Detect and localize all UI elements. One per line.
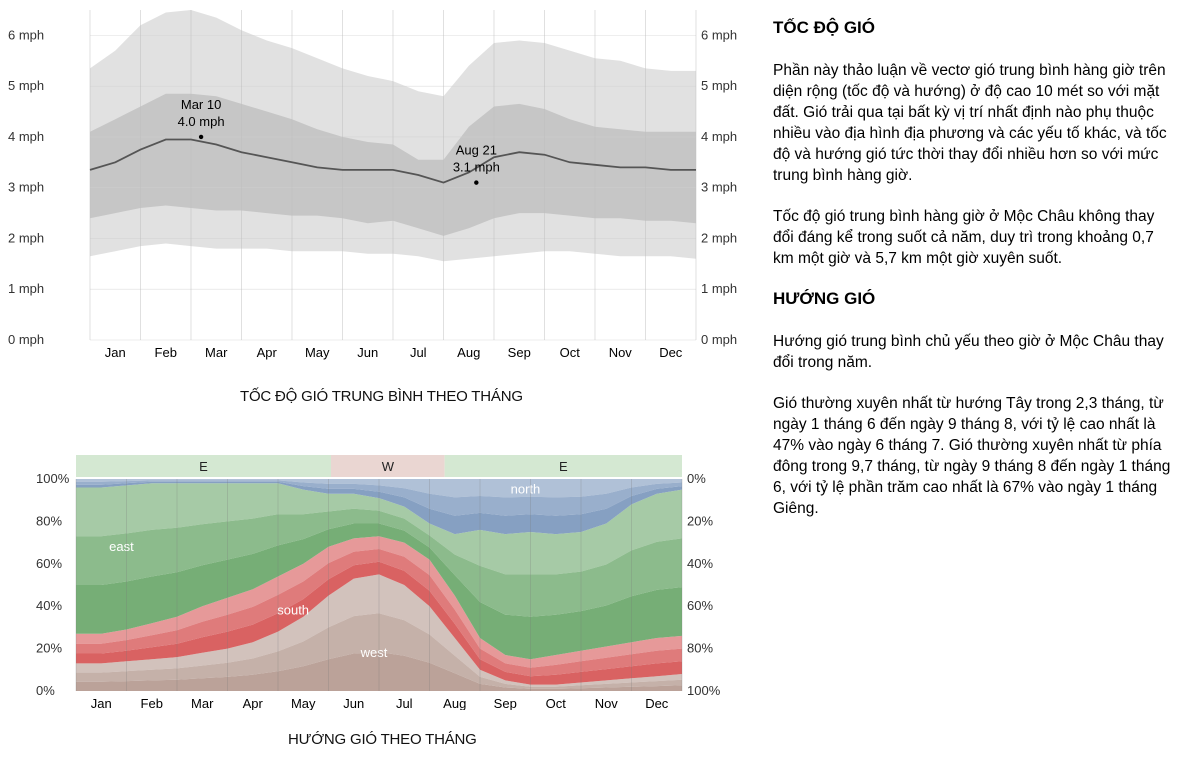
wind-direction-chart: west south east north 0% 100% 20% 80% 40% 60% 60% 4… — [0, 440, 760, 711]
wind-direction-chart-svg: west south east north 0% 100% 20% 80% 40% 60% 60% 4… — [36, 455, 721, 711]
y-tick-label-left: 0% — [36, 683, 55, 698]
x-tick-label: May — [291, 696, 316, 710]
wind-speed-chart-svg: 0 mph 0 mph 1 mph 1 mph 2 mph 2 mph 3 mph 3 mph… — [8, 10, 737, 360]
y-tick-label-right: 0 mph — [701, 332, 737, 347]
wind-direction-chart-title: HƯỚNG GIÓ THEO THÁNG — [288, 731, 477, 748]
y-tick-label-left: 80% — [36, 513, 62, 528]
y-tick-label-right: 1 mph — [701, 281, 737, 296]
wind-speed-paragraph-2: Tốc độ gió trung bình hàng giờ ở Mộc Châ… — [773, 208, 1155, 267]
y-tick-label-left: 4 mph — [8, 129, 44, 144]
x-tick-label: Jun — [343, 696, 364, 710]
x-tick-label: Apr — [257, 345, 278, 360]
x-tick-label: Sep — [508, 345, 531, 360]
x-tick-label: Oct — [560, 345, 581, 360]
y-tick-label-right: 20% — [687, 513, 713, 528]
y-tick-label-right: 3 mph — [701, 180, 737, 195]
annotation-point — [198, 134, 204, 140]
y-tick-label-left: 6 mph — [8, 27, 44, 42]
dominant-direction-label: E — [559, 459, 568, 474]
south-label: south — [277, 602, 309, 617]
mean-speed-line — [89, 138, 696, 184]
x-tick-label: Sep — [494, 696, 517, 710]
y-tick-label-left: 40% — [36, 598, 62, 613]
wind-direction-heading: HƯỚNG GIÓ — [773, 289, 876, 308]
dominant-direction-segment — [331, 455, 445, 477]
x-tick-label: Jan — [91, 696, 112, 710]
x-tick-label: Feb — [155, 345, 177, 360]
x-tick-label: Dec — [659, 345, 683, 360]
annotation-value: 4.0 mph — [178, 114, 225, 129]
y-tick-label-right: 80% — [687, 641, 713, 656]
x-tick-label: May — [305, 345, 330, 360]
south-area — [76, 549, 682, 677]
y-tick-label-left: 100% — [36, 471, 70, 486]
x-tick-label: Jan — [105, 345, 126, 360]
x-tick-label: Aug — [457, 345, 480, 360]
y-tick-label-right: 4 mph — [701, 129, 737, 144]
south-area — [76, 561, 682, 685]
wind-direction-paragraph-2: Gió thường xuyên nhất từ hướng Tây trong… — [773, 395, 1171, 517]
wind-speed-chart: 0 mph 0 mph 1 mph 1 mph 2 mph 2 mph 3 mph 3 mph… — [0, 0, 760, 360]
x-tick-label: Mar — [191, 696, 214, 710]
y-tick-label-left: 20% — [36, 641, 62, 656]
y-tick-label-right: 5 mph — [701, 78, 737, 93]
wind-speed-chart-title: TỐC ĐỘ GIÓ TRUNG BÌNH THEO THÁNG — [240, 388, 523, 405]
dominant-direction-label: E — [199, 459, 208, 474]
y-tick-label-right: 0% — [687, 471, 706, 486]
west-label: west — [360, 645, 388, 660]
x-tick-label: Feb — [141, 696, 163, 710]
y-tick-label-right: 2 mph — [701, 230, 737, 245]
annotation-date: Aug 21 — [456, 143, 497, 158]
y-tick-label-left: 3 mph — [8, 180, 44, 195]
east-label: east — [109, 539, 134, 554]
annotation-date: Mar 10 — [181, 97, 221, 112]
north-label: north — [511, 482, 541, 497]
y-tick-label-right: 60% — [687, 598, 713, 613]
wind-speed-paragraph-1: Phần này thảo luận về vectơ gió trung bì… — [773, 62, 1167, 184]
dominant-direction-label: W — [382, 459, 395, 474]
x-tick-label: Aug — [443, 696, 466, 710]
x-tick-label: Oct — [546, 696, 567, 710]
annotation-value: 3.1 mph — [453, 160, 500, 175]
article-text: TỐC ĐỘ GIÓ Phần này thảo luận về vectơ g… — [773, 18, 1173, 539]
x-tick-label: Dec — [645, 696, 669, 710]
wind-direction-paragraph-1: Hướng gió trung bình chủ yếu theo giờ ở … — [773, 333, 1164, 371]
wind-speed-heading: TỐC ĐỘ GIÓ — [773, 18, 875, 37]
y-tick-label-left: 5 mph — [8, 78, 44, 93]
annotation-point — [474, 180, 479, 185]
x-tick-label: Apr — [243, 696, 264, 710]
y-tick-label-right: 40% — [687, 556, 713, 571]
dominant-direction-segment — [76, 455, 332, 477]
x-tick-label: Nov — [609, 345, 633, 360]
x-tick-label: Mar — [205, 345, 228, 360]
dominant-direction-segment — [444, 455, 682, 477]
x-tick-label: Nov — [595, 696, 619, 710]
y-tick-label-right: 6 mph — [701, 27, 737, 42]
y-tick-label-left: 2 mph — [8, 230, 44, 245]
y-tick-label-left: 60% — [36, 556, 62, 571]
x-tick-label: Jun — [357, 345, 378, 360]
x-tick-label: Jul — [410, 345, 427, 360]
y-tick-label-left: 0 mph — [8, 332, 44, 347]
south-area — [76, 536, 682, 668]
y-tick-label-left: 1 mph — [8, 281, 44, 296]
x-tick-label: Jul — [396, 696, 413, 710]
y-tick-label-right: 100% — [687, 683, 721, 698]
